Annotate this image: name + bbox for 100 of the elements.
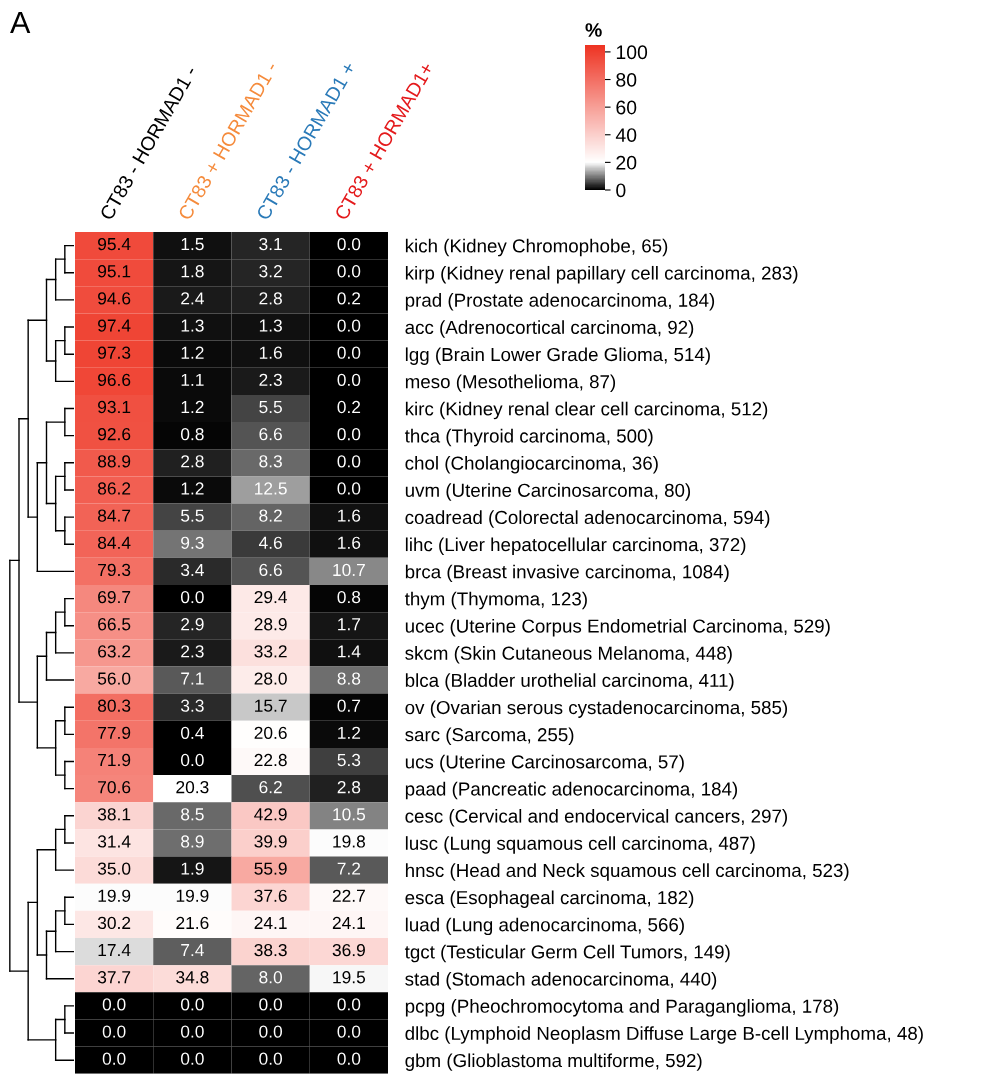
data-label: 10.5 — [333, 808, 366, 821]
data-label: 19.9 — [98, 889, 131, 902]
data-label: 0.7 — [337, 699, 361, 712]
data-label: 24.1 — [254, 916, 287, 929]
data-label: 1.2 — [338, 726, 361, 739]
data-label: 0.0 — [337, 482, 361, 495]
data-label: 4.6 — [258, 536, 282, 549]
data-label: 0.0 — [180, 590, 204, 604]
data-label: 8.5 — [181, 808, 204, 821]
y-tick-label: lgg (Brain Lower Grade Glioma, 514) — [405, 347, 710, 365]
text: A — [10, 11, 31, 33]
data-label: 19.9 — [176, 889, 209, 902]
data-label: 0.0 — [102, 1025, 126, 1038]
y-tick-label: ucs (Uterine Carcinosarcoma, 57) — [405, 754, 684, 773]
y-tick-label: esca (Esophageal carcinoma, 182) — [405, 890, 694, 908]
data-label: 6.6 — [259, 563, 282, 577]
color-bar-label: 100 — [616, 45, 648, 60]
y-tick-label: chol (Cholangiocarcinoma, 36) — [405, 456, 658, 474]
data-label: 8.0 — [259, 971, 283, 984]
y-tick-label: luad (Lung adenocarcinoma, 566) — [405, 917, 684, 936]
data-label: 69.7 — [98, 590, 131, 604]
data-label: 0.0 — [180, 753, 204, 767]
data-label: 17.4 — [98, 944, 131, 957]
y-tick-label: ov (Ovarian serous cystadenocarcinoma, 585) — [405, 700, 788, 718]
data-label: 8.3 — [259, 455, 282, 468]
data-label: 2.4 — [181, 292, 204, 305]
data-label: 0.0 — [337, 319, 361, 332]
y-tick-label: uvm (Uterine Carcinosarcoma, 80) — [405, 483, 691, 501]
data-label: 29.4 — [254, 590, 288, 604]
data-label: 2.8 — [259, 292, 282, 305]
y-tick-label: lusc (Lung squamous cell carcinoma, 487) — [405, 836, 755, 854]
y-tick-label: hnsc (Head and Neck squamous cell carcinoma, 523) — [405, 863, 849, 881]
data-label: 1.4 — [338, 645, 361, 658]
y-tick-label: brca (Breast invasive carcinoma, 1084) — [405, 564, 729, 583]
data-label: 0.0 — [337, 265, 361, 278]
data-label: 1.3 — [259, 319, 282, 332]
y-tick-label: thca (Thyroid carcinoma, 500) — [404, 428, 653, 447]
data-label: 12.5 — [255, 482, 287, 495]
data-label: 1.5 — [181, 238, 204, 251]
data-label: 1.2 — [181, 346, 204, 359]
data-label: 21.6 — [176, 916, 209, 930]
data-label: 95.1 — [98, 265, 131, 278]
data-label: 93.1 — [98, 400, 131, 414]
data-label: 10.7 — [333, 563, 365, 577]
y-tick-label: ucec (Uterine Corpus Endometrial Carcinoma, 529) — [405, 618, 830, 637]
data-label: 30.2 — [97, 916, 131, 930]
data-label: 20.6 — [254, 726, 287, 740]
data-label: 3.2 — [259, 265, 282, 278]
y-tick-label: meso (Mesothelioma, 87) — [405, 374, 616, 393]
data-label: 1.7 — [338, 618, 361, 631]
data-label: 2.9 — [181, 618, 204, 631]
y-tick-label: tgct (Testicular Germ Cell Tumors, 149) — [404, 944, 730, 963]
data-label: 0.0 — [259, 1052, 283, 1065]
data-label: 0.0 — [180, 1025, 204, 1038]
data-label: 15.7 — [255, 699, 287, 712]
data-label: 37.7 — [97, 971, 131, 984]
data-label: 96.6 — [98, 373, 131, 387]
data-label: 0.8 — [337, 590, 361, 604]
data-label: 79.3 — [98, 563, 131, 577]
data-label: 66.5 — [98, 618, 131, 631]
y-tick-label: kich (Kidney Chromophobe, 65) — [405, 238, 668, 257]
data-label: 77.9 — [98, 726, 131, 740]
data-label: 5.5 — [181, 509, 204, 522]
data-label: 55.9 — [254, 862, 287, 875]
data-label: 36.9 — [332, 943, 365, 957]
data-label: 22.7 — [332, 889, 365, 902]
data-label: 28.0 — [254, 672, 287, 685]
y-tick-label: paad (Pancreatic adenocarcinoma, 184) — [405, 781, 738, 800]
data-label: 6.6 — [259, 428, 282, 441]
data-label: 24.1 — [332, 916, 365, 929]
data-label: 94.6 — [98, 292, 131, 305]
data-label: 3.3 — [180, 699, 204, 712]
data-label: 71.9 — [98, 753, 131, 767]
data-label: 63.2 — [98, 645, 131, 658]
color-bar-label: 80 — [616, 72, 637, 87]
data-label: 0.0 — [337, 237, 361, 251]
y-tick-label: lihc (Liver hepatocellular carcinoma, 372) — [405, 537, 746, 555]
data-label: 86.2 — [97, 482, 131, 495]
y-tick-label: pcpg (Pheochromocytoma and Paraganglioma, 178) — [405, 999, 839, 1017]
data-label: 7.1 — [181, 672, 204, 685]
data-label: 92.6 — [98, 428, 131, 441]
data-label: 8.2 — [259, 509, 282, 522]
data-label: 70.6 — [98, 781, 131, 794]
data-label: 19.8 — [333, 835, 366, 848]
data-label: 0.0 — [180, 998, 204, 1011]
data-label: 84.4 — [97, 536, 131, 549]
data-label: 7.2 — [337, 862, 361, 875]
data-label: 97.3 — [98, 346, 131, 359]
data-label: 28.9 — [254, 618, 287, 631]
data-label: 3.4 — [180, 563, 204, 577]
data-label: 0.0 — [337, 373, 361, 387]
data-label: 35.0 — [97, 862, 131, 875]
data-label: 34.8 — [176, 971, 209, 984]
data-label: 97.4 — [98, 319, 131, 332]
y-tick-label: gbm (Glioblastoma multiforme, 592) — [405, 1053, 702, 1071]
data-label: 0.0 — [102, 998, 126, 1011]
data-label: 8.8 — [337, 672, 361, 685]
data-label: 8.9 — [181, 835, 204, 848]
data-label: 0.0 — [180, 1052, 204, 1065]
data-label: 19.5 — [333, 971, 366, 984]
